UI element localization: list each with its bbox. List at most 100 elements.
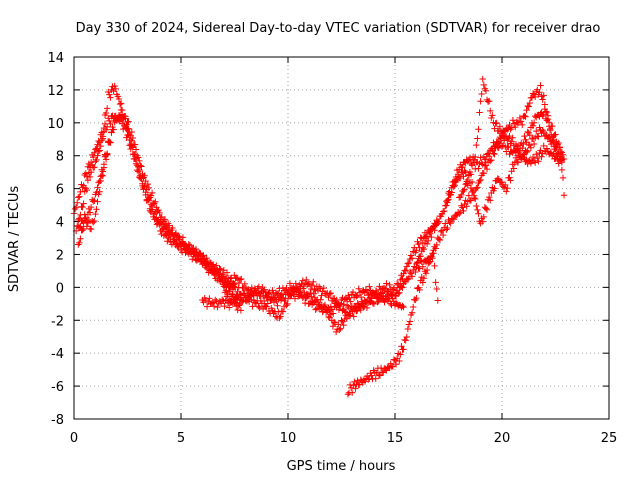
data-point-marker — [231, 299, 239, 306]
data-point-marker — [470, 156, 478, 163]
y-tick-label: -2 — [51, 314, 64, 329]
data-point-marker — [237, 307, 245, 314]
data-point-marker — [485, 193, 493, 201]
data-point-marker — [350, 313, 357, 320]
data-point-marker — [361, 303, 368, 310]
data-point-marker — [447, 191, 454, 199]
data-point-marker — [510, 165, 517, 172]
data-point-marker — [175, 232, 182, 240]
y-tick-label: 0 — [56, 281, 64, 296]
data-point-marker — [545, 123, 553, 130]
data-point-marker — [144, 180, 152, 188]
data-point-marker — [407, 270, 415, 277]
data-point-marker — [460, 207, 467, 215]
data-point-marker — [491, 150, 498, 158]
data-point-marker — [396, 284, 403, 291]
data-point-marker — [521, 112, 528, 120]
data-point-marker — [550, 136, 557, 144]
data-point-marker — [91, 217, 98, 225]
x-tick-label: 0 — [70, 431, 78, 446]
data-point-marker — [152, 215, 159, 223]
data-point-marker — [459, 204, 466, 211]
data-point-marker — [526, 99, 534, 107]
data-point-marker — [546, 125, 554, 133]
data-point-marker — [427, 230, 434, 237]
data-point-marker — [341, 308, 349, 315]
data-point-marker — [80, 225, 87, 233]
data-point-marker — [500, 137, 508, 144]
x-tick-label: 15 — [387, 431, 404, 446]
data-point-marker — [347, 312, 354, 319]
data-point-marker — [276, 314, 283, 322]
data-point-marker — [397, 351, 404, 358]
data-point-marker — [336, 326, 343, 334]
data-point-marker — [390, 356, 398, 363]
data-point-marker — [408, 309, 416, 316]
data-point-marker — [392, 289, 400, 297]
data-point-marker — [350, 382, 357, 389]
data-point-marker — [544, 115, 552, 123]
data-point-marker — [507, 177, 514, 184]
data-point-marker — [375, 371, 383, 379]
data-point-marker — [98, 172, 106, 179]
data-point-marker — [249, 290, 256, 297]
data-point-marker — [412, 268, 419, 276]
data-point-marker — [103, 123, 111, 130]
data-point-marker — [169, 224, 176, 232]
data-point-marker — [364, 291, 372, 299]
data-point-marker — [256, 304, 263, 311]
data-point-marker — [479, 161, 486, 168]
data-point-marker — [292, 285, 299, 292]
data-point-marker — [83, 186, 91, 194]
data-point-marker — [269, 287, 276, 294]
data-point-marker — [404, 325, 412, 333]
data-point-marker — [83, 223, 91, 230]
data-point-marker — [117, 100, 125, 107]
data-point-marker — [482, 155, 490, 163]
data-point-marker — [194, 252, 202, 259]
data-point-marker — [560, 192, 568, 199]
data-point-marker — [408, 255, 416, 262]
data-point-marker — [548, 131, 555, 138]
data-point-marker — [399, 275, 406, 283]
data-point-marker — [480, 213, 488, 221]
data-point-marker — [363, 304, 371, 312]
data-point-marker — [85, 216, 93, 224]
data-point-marker — [474, 206, 481, 214]
data-point-marker — [303, 294, 310, 301]
data-point-marker — [352, 385, 359, 392]
data-point-marker — [488, 156, 495, 164]
data-point-marker — [264, 300, 271, 307]
data-point-marker — [346, 381, 354, 389]
data-point-marker — [525, 103, 532, 110]
series-layer — [70, 75, 568, 398]
data-point-marker — [437, 228, 445, 235]
data-point-marker — [508, 124, 515, 131]
data-point-marker — [201, 255, 208, 263]
data-point-marker — [559, 151, 567, 158]
data-point-marker — [115, 95, 123, 103]
data-point-marker — [467, 171, 475, 178]
data-point-marker — [507, 126, 514, 133]
data-point-marker — [513, 145, 521, 153]
y-tick-label: 2 — [56, 248, 64, 263]
data-point-marker — [271, 293, 278, 301]
data-point-marker — [474, 135, 481, 142]
data-point-marker — [343, 302, 351, 309]
data-point-marker — [540, 142, 547, 150]
data-point-marker — [487, 197, 494, 204]
data-point-marker — [361, 378, 369, 385]
data-point-marker — [539, 96, 546, 103]
data-point-marker — [479, 218, 486, 225]
data-point-marker — [537, 82, 544, 89]
data-point-marker — [439, 231, 447, 239]
data-point-marker — [96, 147, 103, 154]
data-point-marker — [512, 154, 520, 162]
data-point-marker — [280, 294, 287, 302]
data-point-marker — [113, 117, 120, 124]
data-point-marker — [516, 114, 524, 122]
data-point-marker — [450, 183, 458, 190]
data-point-marker — [348, 305, 355, 313]
data-point-marker — [485, 97, 493, 105]
data-point-marker — [284, 295, 292, 302]
